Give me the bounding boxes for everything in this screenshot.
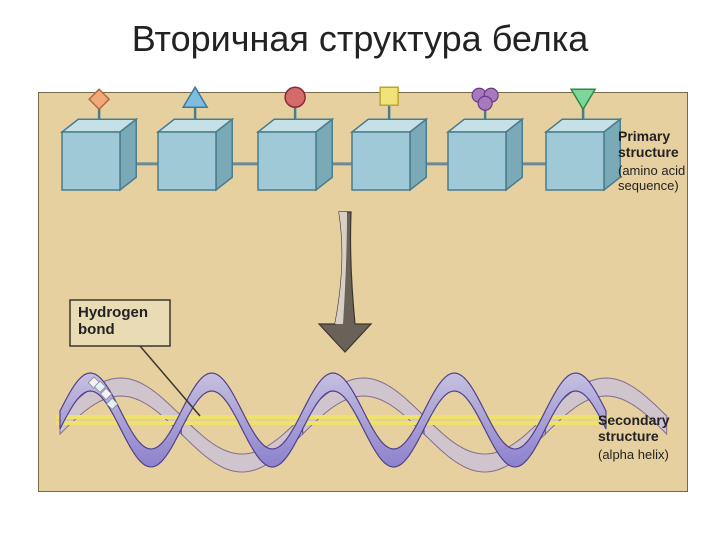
secondary-structure-label: Secondary structure <box>598 412 686 444</box>
down-arrow <box>319 212 371 352</box>
primary-structure-label: Primary structure <box>618 128 698 160</box>
amino-acid-cubes <box>62 87 620 190</box>
slide: Вторичная структура белка Primary struct… <box>0 0 720 540</box>
hydrogen-bond-label: Hydrogenbond <box>78 304 148 339</box>
primary-structure-sublabel: (amino acid sequence) <box>618 164 698 194</box>
secondary-structure-sublabel: (alpha helix) <box>598 448 686 463</box>
alpha-helix <box>56 373 667 472</box>
